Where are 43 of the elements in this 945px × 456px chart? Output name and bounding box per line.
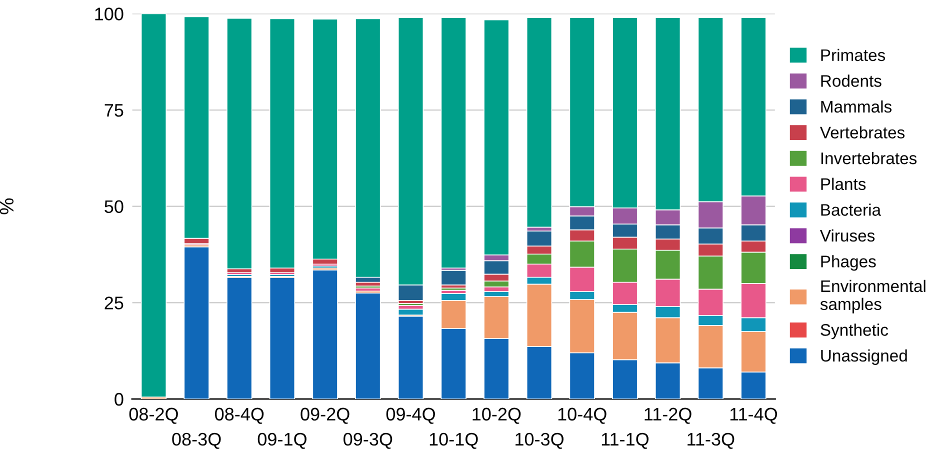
- x-tick-label: 08-4Q: [215, 408, 264, 424]
- y-tick-label: 0: [114, 392, 124, 406]
- legend-label: Primates: [821, 48, 886, 62]
- legend-label: Viruses: [820, 229, 875, 242]
- y-tick-label: 75: [104, 104, 124, 117]
- legend-label: Rodents: [821, 74, 882, 87]
- legend-label: Mammals: [821, 100, 892, 113]
- x-tick-label: 11-4Q: [730, 408, 778, 424]
- y-tick-label: 25: [104, 296, 124, 310]
- bar: [355, 292, 381, 399]
- bar: [226, 277, 252, 399]
- bar: [184, 246, 210, 399]
- x-tick-label: 08-3Q: [172, 432, 221, 449]
- legend-label: Environmental samples: [820, 280, 926, 314]
- legend-label: Unassigned: [821, 349, 907, 365]
- y-tick-label: 100: [95, 8, 124, 20]
- x-tick-label: 11-2Q: [644, 408, 692, 424]
- legend-label: Plants: [821, 178, 866, 190]
- x-tick-label: 11-1Q: [602, 432, 649, 449]
- x-tick-label: 10-3Q: [516, 432, 564, 449]
- x-tick-label: 11-3Q: [688, 432, 734, 449]
- x-tick-label: 08-2Q: [129, 408, 178, 424]
- bar: [312, 270, 338, 399]
- x-tick-label: 10-1Q: [430, 432, 478, 449]
- y-tick-label: 50: [104, 200, 124, 214]
- legend-label: Vertebrates: [820, 126, 905, 138]
- bar: [226, 18, 252, 270]
- legend-label: Synthetic: [820, 324, 888, 340]
- legend-label: Phages: [821, 255, 876, 271]
- bar: [440, 17, 466, 268]
- legend-label: Bacteria: [821, 204, 882, 216]
- x-tick-label: 09-4Q: [386, 408, 435, 424]
- bar: [440, 270, 466, 286]
- y-axis-title: %: [0, 198, 14, 214]
- x-tick-label: 09-2Q: [300, 408, 350, 424]
- bar: [269, 277, 296, 399]
- x-tick-label: 10-4Q: [558, 408, 606, 424]
- bar: [140, 14, 167, 398]
- legend-label: Invertebrates: [821, 152, 917, 164]
- x-tick-label: 10-2Q: [472, 408, 521, 424]
- x-tick-label: 09-3Q: [344, 432, 392, 449]
- x-tick-label: 09-1Q: [258, 432, 306, 449]
- bar: [526, 17, 552, 228]
